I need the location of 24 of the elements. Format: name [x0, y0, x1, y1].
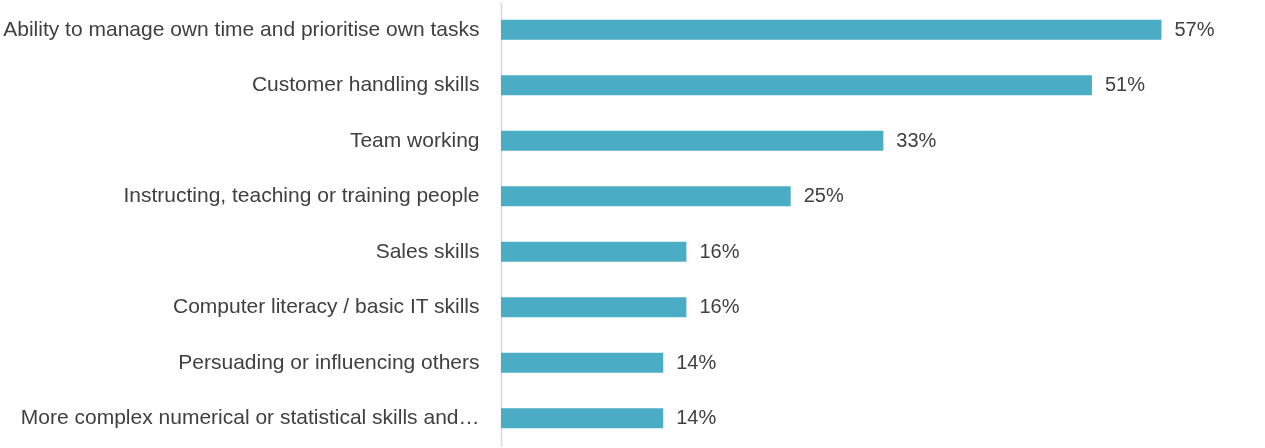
y-tick-label: Customer handling skills — [251, 72, 480, 96]
data-label: 16% — [699, 295, 740, 318]
bar — [501, 19, 1162, 40]
bar — [501, 130, 884, 151]
bar — [501, 297, 687, 318]
y-tick-label: Persuading or influencing others — [178, 349, 480, 373]
y-tick-label: Ability to manage own time and prioritise own tasks — [3, 16, 480, 40]
data-label: 16% — [699, 239, 740, 262]
data-label: 25% — [803, 184, 844, 207]
bar — [501, 186, 791, 207]
y-tick-label: Instructing, teaching or training people — [123, 183, 480, 207]
y-tick-label: Team working — [349, 127, 480, 151]
data-label: 51% — [1104, 73, 1146, 96]
y-tick-label: Computer literacy / basic IT skills — [172, 294, 480, 318]
y-tick-label: Sales skills — [375, 238, 480, 262]
data-label: 14% — [676, 406, 717, 429]
bar — [501, 241, 687, 262]
bar — [501, 352, 664, 373]
bar — [501, 408, 664, 429]
bar — [501, 75, 1092, 96]
data-label: 14% — [676, 350, 717, 373]
data-label: 33% — [896, 128, 937, 151]
data-label: 57% — [1174, 17, 1215, 40]
y-tick-label: More complex numerical or statistical skills and… — [20, 405, 480, 429]
